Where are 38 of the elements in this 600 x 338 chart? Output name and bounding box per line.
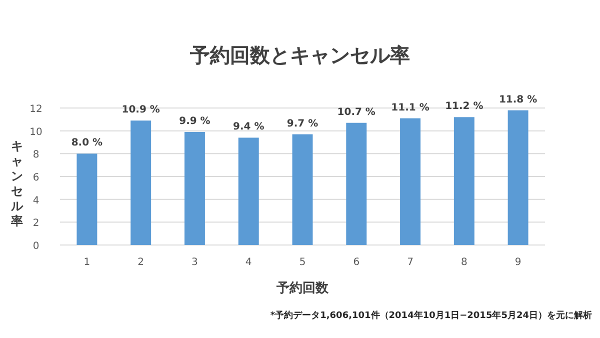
- x-tick-label: 5: [299, 257, 306, 268]
- y-axis-title: キャンセル率: [10, 139, 24, 228]
- data-label: 8.0 %: [71, 138, 103, 149]
- bar: [454, 117, 474, 245]
- x-tick-label: 7: [407, 257, 414, 268]
- data-label: 9.7 %: [286, 118, 318, 130]
- data-label: 11.1 %: [391, 102, 430, 114]
- y-tick-label: 10: [30, 126, 42, 138]
- data-label: 11.8 %: [498, 94, 538, 106]
- data-label: 9.4 %: [233, 122, 264, 133]
- y-tick-label: 2: [32, 218, 40, 230]
- data-label: 10.9 %: [122, 104, 160, 116]
- y-tick-label: 8: [32, 150, 40, 161]
- data-label: 10.7 %: [337, 106, 376, 118]
- bar: [292, 134, 313, 245]
- x-tick-label: 9: [514, 257, 522, 268]
- x-axis-title: 予約回数: [276, 281, 330, 296]
- x-tick-label: 2: [138, 257, 144, 268]
- bar: [184, 132, 205, 245]
- x-tick-label: 1: [84, 257, 90, 268]
- text: *予約データ1,606,101件（2014年10月1日−2015年5月24日）を元に解析: [270, 310, 592, 321]
- x-tick-label: 6: [353, 257, 360, 268]
- x-tick-label: 8: [460, 257, 468, 268]
- y-tick-label: 0: [32, 241, 40, 252]
- bar: [508, 110, 528, 245]
- y-tick-label: 12: [30, 104, 42, 115]
- bar: [400, 118, 421, 245]
- bar: [346, 122, 367, 245]
- x-tick-label: 4: [245, 257, 252, 268]
- bar: [130, 120, 152, 245]
- data-label: 9.9 %: [179, 116, 210, 127]
- bar: [238, 138, 259, 245]
- data-label: 11.2 %: [445, 101, 484, 112]
- chart-title: 予約回数とキャンセル率: [189, 43, 410, 67]
- bar: [76, 154, 98, 245]
- y-tick-label: 4: [32, 195, 40, 206]
- x-tick-label: 3: [192, 257, 198, 268]
- y-tick-label: 6: [32, 172, 40, 184]
